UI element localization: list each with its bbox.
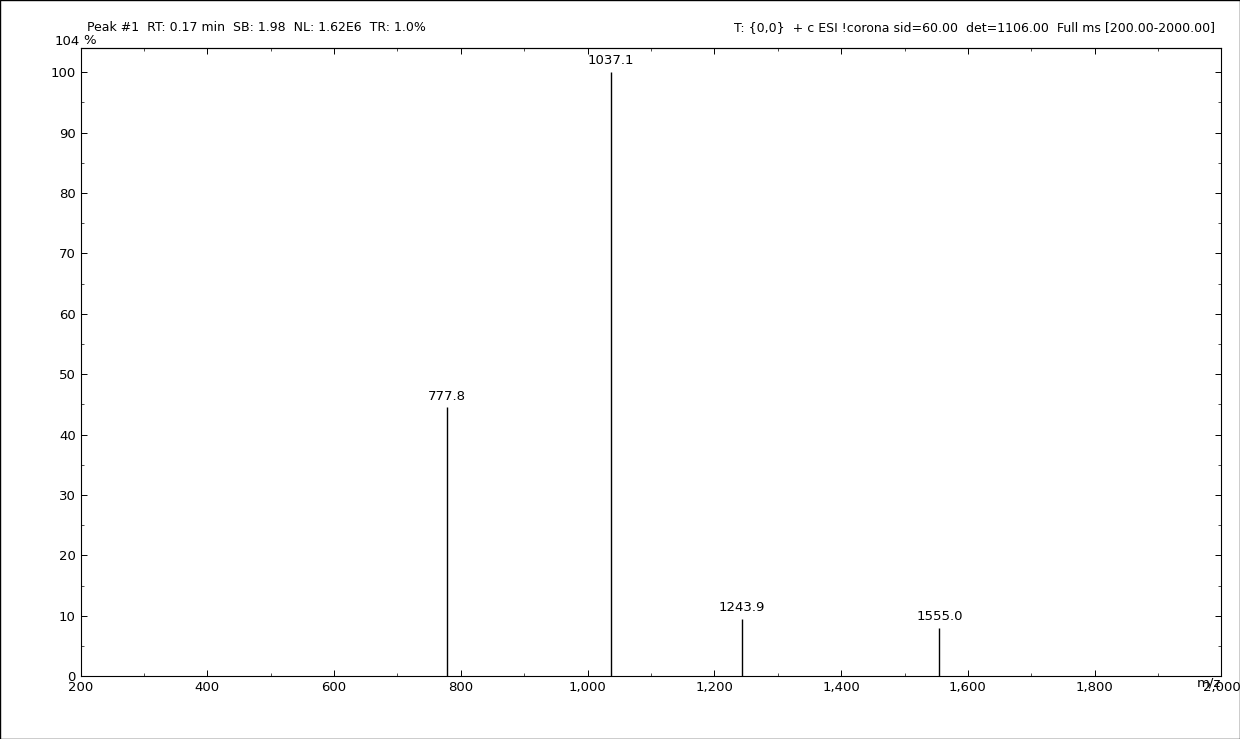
Text: 104: 104: [55, 35, 79, 48]
Text: 777.8: 777.8: [428, 389, 466, 403]
Text: %: %: [83, 34, 95, 47]
Text: Peak #1  RT: 0.17 min  SB: 1.98  NL: 1.62E6  TR: 1.0%: Peak #1 RT: 0.17 min SB: 1.98 NL: 1.62E6…: [87, 21, 425, 34]
Text: 1037.1: 1037.1: [588, 55, 635, 67]
Text: 1243.9: 1243.9: [719, 601, 765, 614]
Text: T: {0,0}  + c ESI !corona sid=60.00  det=1106.00  Full ms [200.00-2000.00]: T: {0,0} + c ESI !corona sid=60.00 det=1…: [734, 21, 1215, 34]
Text: m/z: m/z: [1197, 677, 1221, 689]
Text: 1555.0: 1555.0: [916, 610, 962, 623]
